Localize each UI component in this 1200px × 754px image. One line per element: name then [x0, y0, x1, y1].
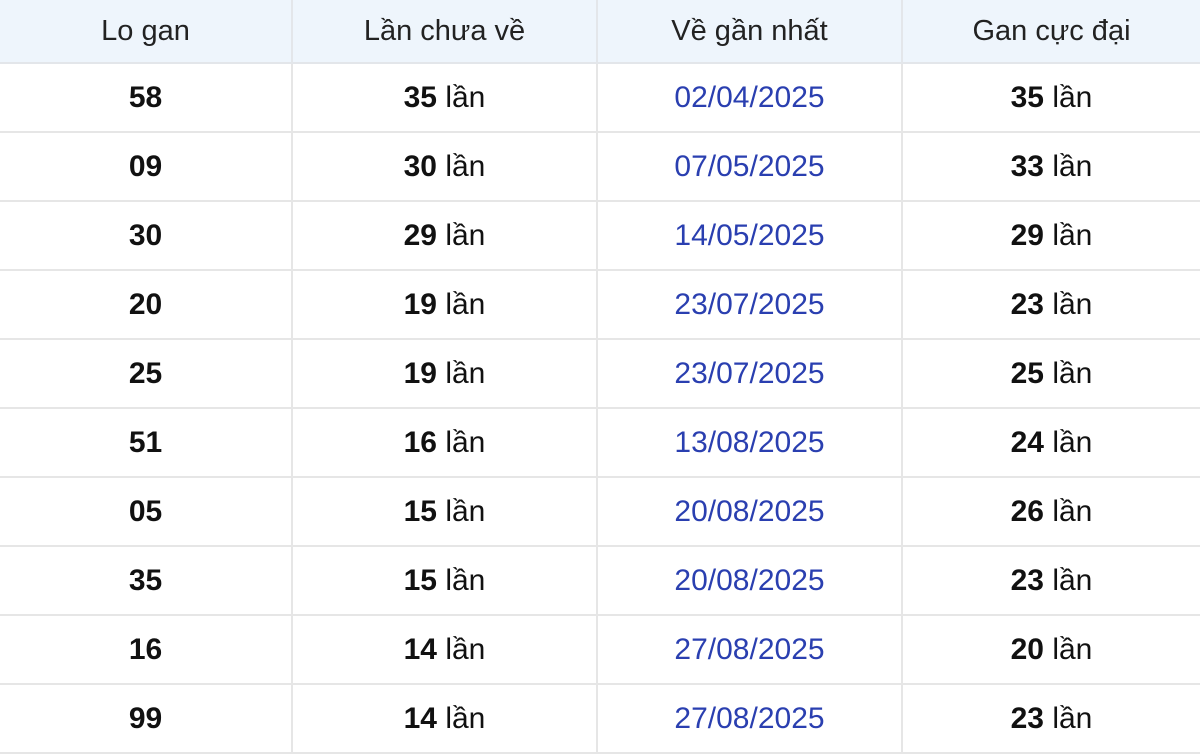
count: 20: [1010, 632, 1044, 666]
count: 25: [1010, 356, 1044, 390]
lo-number: 25: [0, 339, 293, 409]
count: 14: [403, 632, 437, 666]
lan-chua-ve-cell: 35 lần: [292, 63, 598, 133]
unit: lần: [445, 356, 486, 390]
count: 23: [1010, 701, 1044, 735]
count: 35: [1010, 80, 1044, 114]
lan-chua-ve-cell: 15 lần: [292, 477, 598, 547]
ve-gan-nhat-date: 23/07/2025: [597, 270, 903, 340]
count: 33: [1010, 149, 1044, 183]
header-lo-gan: Lo gan: [0, 0, 293, 64]
count: 23: [1010, 287, 1044, 321]
lo-number: 99: [0, 684, 293, 754]
unit: lần: [445, 218, 486, 252]
count: 23: [1010, 563, 1044, 597]
count: 24: [1010, 425, 1044, 459]
unit: lần: [445, 287, 486, 321]
table-row: 20 19 lần 23/07/2025 23 lần: [0, 270, 1200, 340]
ve-gan-nhat-date: 14/05/2025: [597, 201, 903, 271]
ve-gan-nhat-date: 20/08/2025: [597, 477, 903, 547]
table-row: 51 16 lần 13/08/2025 24 lần: [0, 408, 1200, 478]
count: 30: [403, 149, 437, 183]
table-row: 16 14 lần 27/08/2025 20 lần: [0, 615, 1200, 685]
ve-gan-nhat-date: 13/08/2025: [597, 408, 903, 478]
unit: lần: [1052, 632, 1093, 666]
unit: lần: [445, 149, 486, 183]
lan-chua-ve-cell: 16 lần: [292, 408, 598, 478]
gan-cuc-dai-cell: 23 lần: [902, 684, 1200, 754]
unit: lần: [445, 632, 486, 666]
header-ve-gan-nhat: Về gần nhất: [597, 0, 903, 64]
unit: lần: [1052, 218, 1093, 252]
lan-chua-ve-cell: 30 lần: [292, 132, 598, 202]
unit: lần: [1052, 80, 1093, 114]
unit: lần: [445, 701, 486, 735]
unit: lần: [445, 80, 486, 114]
lan-chua-ve-cell: 29 lần: [292, 201, 598, 271]
lo-number: 16: [0, 615, 293, 685]
ve-gan-nhat-date: 02/04/2025: [597, 63, 903, 133]
table-row: 58 35 lần 02/04/2025 35 lần: [0, 63, 1200, 133]
count: 19: [403, 356, 437, 390]
lo-number: 35: [0, 546, 293, 616]
count: 16: [403, 425, 437, 459]
gan-cuc-dai-cell: 26 lần: [902, 477, 1200, 547]
lo-number: 51: [0, 408, 293, 478]
gan-cuc-dai-cell: 33 lần: [902, 132, 1200, 202]
ve-gan-nhat-date: 07/05/2025: [597, 132, 903, 202]
table-row: 05 15 lần 20/08/2025 26 lần: [0, 477, 1200, 547]
unit: lần: [445, 494, 486, 528]
lan-chua-ve-cell: 19 lần: [292, 339, 598, 409]
gan-cuc-dai-cell: 23 lần: [902, 546, 1200, 616]
unit: lần: [1052, 494, 1093, 528]
lo-number: 09: [0, 132, 293, 202]
table-row: 09 30 lần 07/05/2025 33 lần: [0, 132, 1200, 202]
gan-cuc-dai-cell: 35 lần: [902, 63, 1200, 133]
table-row: 35 15 lần 20/08/2025 23 lần: [0, 546, 1200, 616]
ve-gan-nhat-date: 27/08/2025: [597, 615, 903, 685]
count: 29: [403, 218, 437, 252]
unit: lần: [1052, 563, 1093, 597]
header-row: Lo gan Lần chưa về Về gần nhất Gan cực đ…: [0, 0, 1200, 64]
lo-number: 20: [0, 270, 293, 340]
lan-chua-ve-cell: 14 lần: [292, 615, 598, 685]
unit: lần: [1052, 425, 1093, 459]
gan-cuc-dai-cell: 29 lần: [902, 201, 1200, 271]
count: 26: [1010, 494, 1044, 528]
ve-gan-nhat-date: 20/08/2025: [597, 546, 903, 616]
unit: lần: [445, 425, 486, 459]
ve-gan-nhat-date: 23/07/2025: [597, 339, 903, 409]
unit: lần: [1052, 149, 1093, 183]
count: 15: [403, 494, 437, 528]
count: 15: [403, 563, 437, 597]
header-lan-chua-ve: Lần chưa về: [292, 0, 598, 64]
header-gan-cuc-dai: Gan cực đại: [902, 0, 1200, 64]
count: 29: [1010, 218, 1044, 252]
gan-cuc-dai-cell: 24 lần: [902, 408, 1200, 478]
count: 19: [403, 287, 437, 321]
gan-cuc-dai-cell: 23 lần: [902, 270, 1200, 340]
count: 14: [403, 701, 437, 735]
lan-chua-ve-cell: 19 lần: [292, 270, 598, 340]
lan-chua-ve-cell: 15 lần: [292, 546, 598, 616]
table-row: 30 29 lần 14/05/2025 29 lần: [0, 201, 1200, 271]
unit: lần: [1052, 356, 1093, 390]
count: 35: [403, 80, 437, 114]
lo-number: 30: [0, 201, 293, 271]
lan-chua-ve-cell: 14 lần: [292, 684, 598, 754]
unit: lần: [445, 563, 486, 597]
unit: lần: [1052, 701, 1093, 735]
lo-number: 05: [0, 477, 293, 547]
table-row: 25 19 lần 23/07/2025 25 lần: [0, 339, 1200, 409]
ve-gan-nhat-date: 27/08/2025: [597, 684, 903, 754]
gan-cuc-dai-cell: 25 lần: [902, 339, 1200, 409]
unit: lần: [1052, 287, 1093, 321]
gan-cuc-dai-cell: 20 lần: [902, 615, 1200, 685]
table-row: 99 14 lần 27/08/2025 23 lần: [0, 684, 1200, 754]
lo-number: 58: [0, 63, 293, 133]
